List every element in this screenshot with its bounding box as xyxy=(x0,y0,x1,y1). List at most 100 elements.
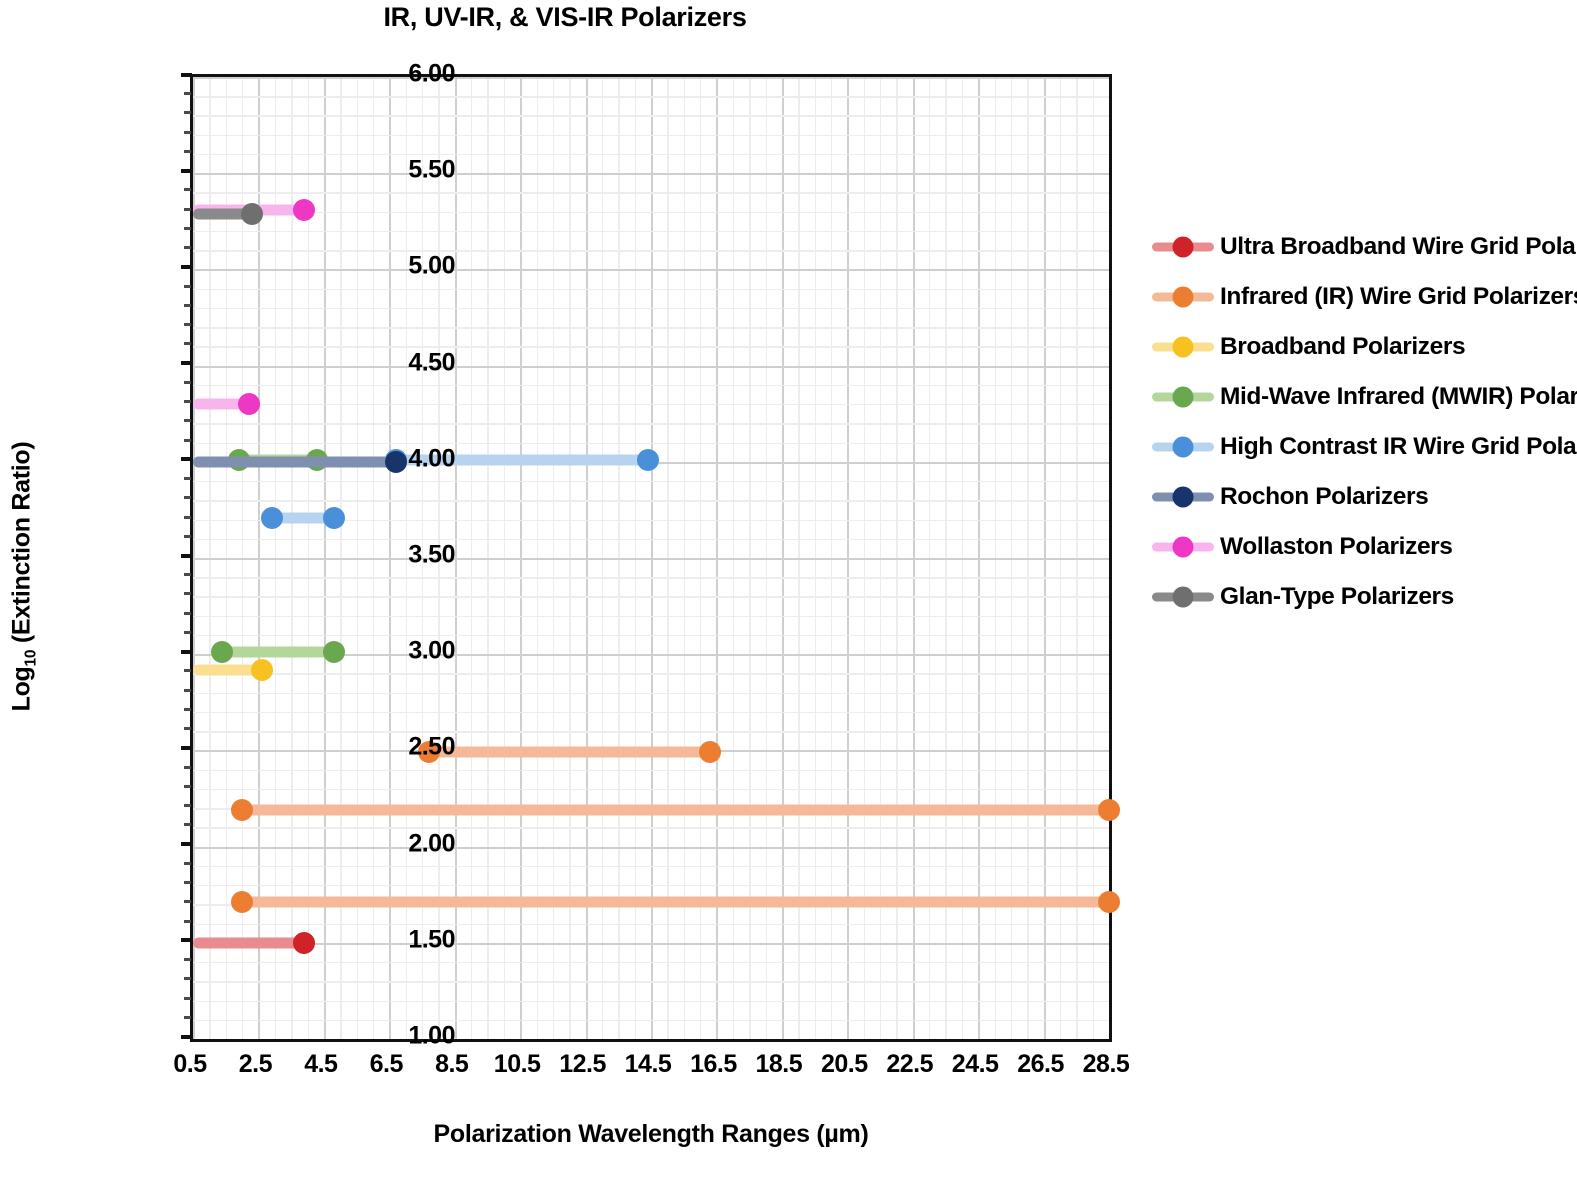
x-axis-tick-label: 28.5 xyxy=(1082,1050,1130,1078)
y-axis-minor-tick-mark xyxy=(184,727,191,731)
y-axis-minor-tick-mark xyxy=(184,188,191,192)
y-axis-minor-tick-mark xyxy=(184,419,191,423)
legend-item-6[interactable]: Wollaston Polarizers xyxy=(1152,522,1577,572)
y-axis-minor-tick-mark xyxy=(184,823,191,827)
series-range-line xyxy=(193,456,396,468)
grid-line-horizontal xyxy=(193,404,1109,406)
legend-item-label: Broadband Polarizers xyxy=(1220,333,1466,360)
legend-dot xyxy=(1172,286,1194,308)
legend-dot xyxy=(1172,586,1194,608)
legend-item-label: Glan-Type Polarizers xyxy=(1220,583,1454,610)
y-axis-tick-label: 3.50 xyxy=(408,540,455,569)
legend-item-1[interactable]: Infrared (IR) Wire Grid Polarizers xyxy=(1152,272,1577,322)
legend-item-4[interactable]: High Contrast IR Wire Grid Polarizers xyxy=(1152,422,1577,472)
grid-line-horizontal xyxy=(193,327,1109,329)
y-axis-minor-tick-mark xyxy=(184,669,191,673)
y-axis-tick-mark xyxy=(181,168,192,173)
grid-line-horizontal xyxy=(193,865,1109,868)
series-endpoint-marker xyxy=(293,931,316,954)
series-endpoint-marker xyxy=(384,450,407,473)
series-range-line xyxy=(193,398,249,410)
y-axis-tick-label: 3.00 xyxy=(408,636,455,665)
legend-swatch-icon xyxy=(1152,384,1214,410)
series-endpoint-marker xyxy=(1098,891,1120,914)
grid-line-horizontal xyxy=(193,846,1109,849)
series-endpoint-marker xyxy=(260,506,283,529)
grid-line-horizontal xyxy=(193,711,1109,714)
x-axis-tick-label: 0.5 xyxy=(173,1050,207,1078)
y-axis-minor-tick-mark xyxy=(184,111,191,115)
grid-line-horizontal xyxy=(193,654,1109,657)
y-axis-minor-tick-mark xyxy=(184,496,191,500)
grid-line-horizontal xyxy=(193,615,1109,618)
series-endpoint-marker xyxy=(211,641,234,664)
grid-line-horizontal xyxy=(193,346,1109,348)
x-axis-tick-label: 16.5 xyxy=(690,1050,737,1078)
series-endpoint-marker xyxy=(293,198,316,221)
y-axis-tick-mark xyxy=(181,1034,192,1039)
y-axis-minor-tick-mark xyxy=(184,246,191,250)
x-axis-tick-label: 20.5 xyxy=(820,1050,868,1078)
y-axis-minor-tick-mark xyxy=(184,303,191,307)
y-axis-tick-label: 2.50 xyxy=(408,732,455,761)
y-axis-minor-tick-mark xyxy=(184,996,191,1000)
grid-line-horizontal xyxy=(193,423,1109,425)
legend: Ultra Broadband Wire Grid Polarizers Infr… xyxy=(1152,222,1577,622)
series-range-line xyxy=(395,454,648,466)
page-title: IR, UV-IR, & VIS-IR Polarizers xyxy=(383,2,747,32)
y-axis-minor-tick-mark xyxy=(184,765,191,769)
grid-line-horizontal xyxy=(193,788,1109,791)
grid-line-horizontal xyxy=(193,96,1109,98)
y-axis-minor-tick-mark xyxy=(184,400,191,404)
x-axis-tick-label: 24.5 xyxy=(951,1050,999,1078)
legend-item-7[interactable]: Glan-Type Polarizers xyxy=(1152,572,1577,622)
y-axis-minor-tick-mark xyxy=(184,323,191,327)
grid-line-horizontal xyxy=(193,692,1109,695)
grid-line-horizontal xyxy=(193,923,1109,925)
legend-swatch-icon xyxy=(1152,284,1214,310)
grid-line-horizontal xyxy=(193,981,1109,983)
y-axis-minor-tick-mark xyxy=(184,342,191,346)
grid-line-horizontal xyxy=(193,577,1109,579)
grid-line-horizontal xyxy=(193,769,1109,772)
legend-item-label: Wollaston Polarizers xyxy=(1220,533,1453,560)
legend-item-3[interactable]: Mid-Wave Infrared (MWIR) Polarizers xyxy=(1152,372,1577,422)
y-axis-tick-mark xyxy=(181,457,192,462)
y-axis-minor-tick-mark xyxy=(184,630,191,634)
y-axis-minor-tick-mark xyxy=(184,707,191,711)
series-range-line xyxy=(193,937,305,949)
grid-line-horizontal xyxy=(193,288,1109,291)
series-range-line xyxy=(242,896,1109,908)
grid-line-horizontal xyxy=(193,731,1109,733)
grid-line-horizontal xyxy=(193,962,1109,964)
legend-swatch-icon xyxy=(1152,484,1214,510)
legend-item-5[interactable]: Rochon Polarizers xyxy=(1152,472,1577,522)
grid-line-horizontal xyxy=(193,558,1109,560)
legend-item-0[interactable]: Ultra Broadband Wire Grid Polarizers xyxy=(1152,222,1577,272)
y-axis-minor-tick-mark xyxy=(184,804,191,808)
legend-item-2[interactable]: Broadband Polarizers xyxy=(1152,322,1577,372)
series-endpoint-marker xyxy=(231,799,254,822)
series-range-line xyxy=(193,208,252,220)
y-axis-tick-label: 1.00 xyxy=(408,1021,455,1050)
x-axis-tick-label: 18.5 xyxy=(755,1050,803,1078)
y-axis-tick-label: 4.00 xyxy=(408,444,455,473)
legend-item-label: Infrared (IR) Wire Grid Polarizers xyxy=(1220,283,1577,310)
x-axis-tick-label: 14.5 xyxy=(624,1050,672,1078)
grid-line-horizontal xyxy=(193,1019,1109,1022)
y-axis-tick-label: 1.50 xyxy=(408,925,455,954)
grid-line-horizontal xyxy=(193,192,1109,194)
y-axis-tick-mark xyxy=(181,264,192,269)
legend-dot xyxy=(1172,486,1194,508)
series-endpoint-marker xyxy=(231,891,254,914)
grid-line-horizontal xyxy=(193,153,1109,156)
y-axis-minor-tick-mark xyxy=(184,534,191,538)
grid-line-horizontal xyxy=(193,211,1109,214)
grid-line-horizontal xyxy=(193,115,1109,117)
series-endpoint-marker xyxy=(636,448,659,471)
legend-dot xyxy=(1172,236,1194,258)
legend-dot xyxy=(1172,386,1194,408)
series-endpoint-marker xyxy=(250,658,273,681)
grid-line-horizontal xyxy=(193,250,1109,252)
legend-swatch-icon xyxy=(1152,584,1214,610)
